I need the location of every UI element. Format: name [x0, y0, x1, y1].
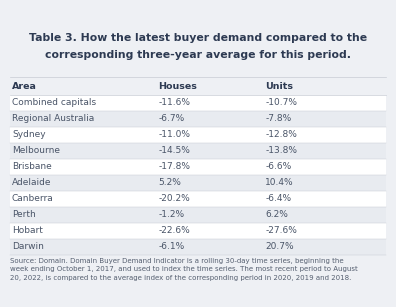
Text: 10.4%: 10.4%	[265, 178, 294, 187]
Text: -6.4%: -6.4%	[265, 194, 291, 203]
Text: corresponding three-year average for this period.: corresponding three-year average for thi…	[45, 50, 351, 60]
Text: -7.8%: -7.8%	[265, 114, 291, 123]
Text: Sydney: Sydney	[12, 130, 46, 139]
Text: -11.6%: -11.6%	[158, 98, 190, 107]
FancyBboxPatch shape	[0, 0, 396, 77]
Text: -22.6%: -22.6%	[158, 226, 190, 235]
FancyBboxPatch shape	[10, 159, 386, 175]
Text: Melbourne: Melbourne	[12, 146, 60, 155]
Text: -6.7%: -6.7%	[158, 114, 185, 123]
Text: Brisbane: Brisbane	[12, 162, 51, 171]
Text: Canberra: Canberra	[12, 194, 53, 203]
FancyBboxPatch shape	[10, 207, 386, 223]
Text: Source: Domain. Domain Buyer Demand Indicator is a rolling 30-day time series, b: Source: Domain. Domain Buyer Demand Indi…	[10, 258, 358, 281]
Text: Area: Area	[12, 82, 37, 91]
Text: Combined capitals: Combined capitals	[12, 98, 96, 107]
Text: Houses: Houses	[158, 82, 197, 91]
Text: -14.5%: -14.5%	[158, 146, 190, 155]
Text: -20.2%: -20.2%	[158, 194, 190, 203]
FancyBboxPatch shape	[10, 223, 386, 239]
Text: Units: Units	[265, 82, 293, 91]
Text: -13.8%: -13.8%	[265, 146, 297, 155]
Text: 6.2%: 6.2%	[265, 210, 288, 219]
Text: -6.1%: -6.1%	[158, 242, 185, 251]
FancyBboxPatch shape	[10, 175, 386, 191]
Text: Perth: Perth	[12, 210, 36, 219]
Text: 20.7%: 20.7%	[265, 242, 294, 251]
FancyBboxPatch shape	[10, 126, 386, 143]
Text: Darwin: Darwin	[12, 242, 44, 251]
Text: -1.2%: -1.2%	[158, 210, 185, 219]
Text: -10.7%: -10.7%	[265, 98, 297, 107]
Text: -11.0%: -11.0%	[158, 130, 190, 139]
FancyBboxPatch shape	[10, 239, 386, 255]
Text: -6.6%: -6.6%	[265, 162, 291, 171]
FancyBboxPatch shape	[10, 77, 386, 95]
Text: Table 3. How the latest buyer demand compared to the: Table 3. How the latest buyer demand com…	[29, 33, 367, 43]
Text: -12.8%: -12.8%	[265, 130, 297, 139]
FancyBboxPatch shape	[10, 111, 386, 126]
FancyBboxPatch shape	[10, 143, 386, 159]
FancyBboxPatch shape	[10, 95, 386, 111]
Text: 5.2%: 5.2%	[158, 178, 181, 187]
Text: -17.8%: -17.8%	[158, 162, 190, 171]
Text: Regional Australia: Regional Australia	[12, 114, 94, 123]
FancyBboxPatch shape	[10, 191, 386, 207]
Text: Hobart: Hobart	[12, 226, 43, 235]
Text: Adelaide: Adelaide	[12, 178, 51, 187]
Text: -27.6%: -27.6%	[265, 226, 297, 235]
